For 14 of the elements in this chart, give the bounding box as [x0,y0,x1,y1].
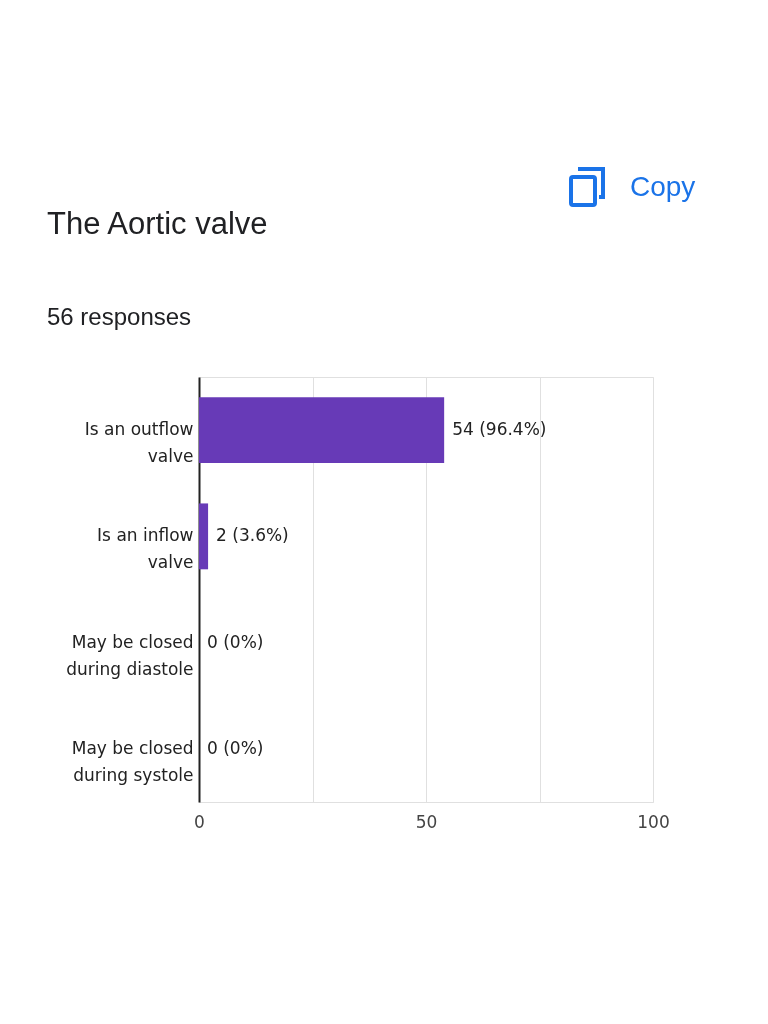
y-tick-label: May be closed during diastole [66,631,194,679]
x-tick-label: 100 [637,811,670,832]
x-tick-label: 0 [194,811,205,832]
data-label: 0 (0%) [207,737,264,758]
text: Copy [630,171,696,203]
chart-title: The Aortic valve [47,206,268,242]
x-tick-label: 50 [415,811,438,832]
y-tick-label: Is an inflow valve [97,525,194,573]
y-tick-label: May be closed during systole [71,737,194,785]
data-label: 0 (0%) [207,631,264,652]
data-label: 54 (96.4%) [452,419,547,440]
data-label: 2 (3.6%) [216,525,289,546]
chart-subtitle: 56 responses [47,303,192,331]
y-tick-label: Is an outflow valve [84,419,194,467]
